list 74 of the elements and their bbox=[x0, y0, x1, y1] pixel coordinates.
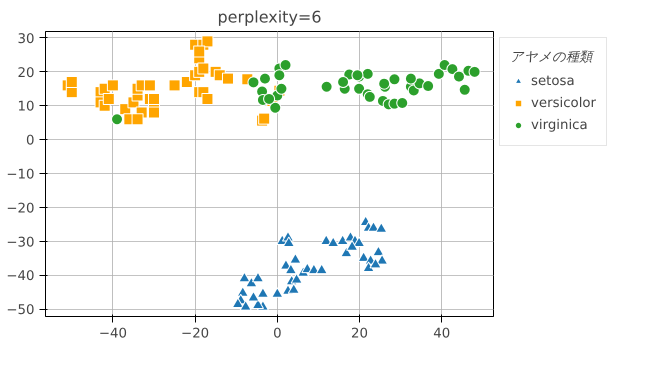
y-tick-label: 30 bbox=[18, 32, 35, 47]
point bbox=[197, 62, 210, 74]
y-tick-label: 0 bbox=[26, 134, 35, 149]
point bbox=[271, 287, 284, 298]
point bbox=[432, 68, 445, 80]
point bbox=[353, 82, 366, 95]
point bbox=[458, 84, 471, 96]
point bbox=[247, 76, 260, 88]
point bbox=[320, 80, 333, 93]
point bbox=[252, 272, 264, 282]
point bbox=[372, 246, 384, 256]
y-tick-label: 20 bbox=[18, 66, 35, 81]
point bbox=[201, 92, 214, 105]
point bbox=[290, 273, 303, 284]
point bbox=[378, 78, 390, 90]
legend-label: versicolor bbox=[531, 96, 596, 110]
point bbox=[102, 92, 115, 105]
point bbox=[148, 106, 160, 118]
point bbox=[446, 63, 458, 76]
point bbox=[132, 113, 144, 126]
y-tick-label: −20 bbox=[6, 201, 35, 216]
point bbox=[263, 92, 276, 105]
point bbox=[144, 79, 156, 92]
point bbox=[316, 264, 328, 274]
point bbox=[468, 66, 481, 78]
point bbox=[284, 264, 297, 274]
point bbox=[337, 76, 350, 88]
point bbox=[388, 73, 400, 86]
point bbox=[273, 69, 286, 82]
point bbox=[370, 258, 382, 268]
point bbox=[375, 222, 388, 233]
point bbox=[269, 102, 282, 114]
y-tick-label: −10 bbox=[6, 167, 35, 182]
point bbox=[193, 45, 206, 58]
legend-label: virginica bbox=[531, 118, 588, 132]
x-tick-label: −20 bbox=[181, 326, 210, 342]
point bbox=[362, 68, 374, 80]
point bbox=[106, 79, 119, 92]
point bbox=[364, 90, 376, 103]
point bbox=[404, 72, 417, 85]
y-tick-label: −50 bbox=[6, 303, 35, 318]
point bbox=[282, 236, 295, 247]
point bbox=[201, 35, 214, 48]
point bbox=[66, 76, 78, 88]
x-tick-label: 20 bbox=[351, 326, 368, 342]
point bbox=[340, 246, 352, 258]
x-tick-label: −40 bbox=[98, 326, 127, 342]
point bbox=[288, 283, 300, 294]
chart-title: perplexity=6 bbox=[218, 8, 322, 26]
point bbox=[111, 113, 124, 126]
y-tick-label: 10 bbox=[18, 100, 35, 115]
x-tick-label: 0 bbox=[273, 326, 282, 342]
point bbox=[346, 240, 358, 251]
point bbox=[452, 70, 465, 83]
point bbox=[168, 79, 181, 92]
legend-label: setosa bbox=[531, 74, 575, 88]
point bbox=[240, 300, 252, 311]
point bbox=[422, 80, 434, 92]
point bbox=[247, 291, 260, 302]
point bbox=[222, 72, 234, 85]
legend-title: アヤメの種類 bbox=[510, 49, 596, 66]
point bbox=[289, 253, 302, 264]
x-tick-label: 40 bbox=[433, 326, 450, 342]
point bbox=[396, 97, 408, 109]
point bbox=[362, 262, 375, 272]
y-tick-label: −30 bbox=[6, 235, 35, 250]
point bbox=[245, 276, 258, 288]
point bbox=[148, 92, 160, 105]
point bbox=[238, 272, 250, 282]
point bbox=[353, 236, 366, 247]
point bbox=[258, 72, 271, 85]
point bbox=[280, 59, 292, 72]
point bbox=[256, 287, 269, 298]
y-tick-label: −40 bbox=[6, 269, 35, 284]
